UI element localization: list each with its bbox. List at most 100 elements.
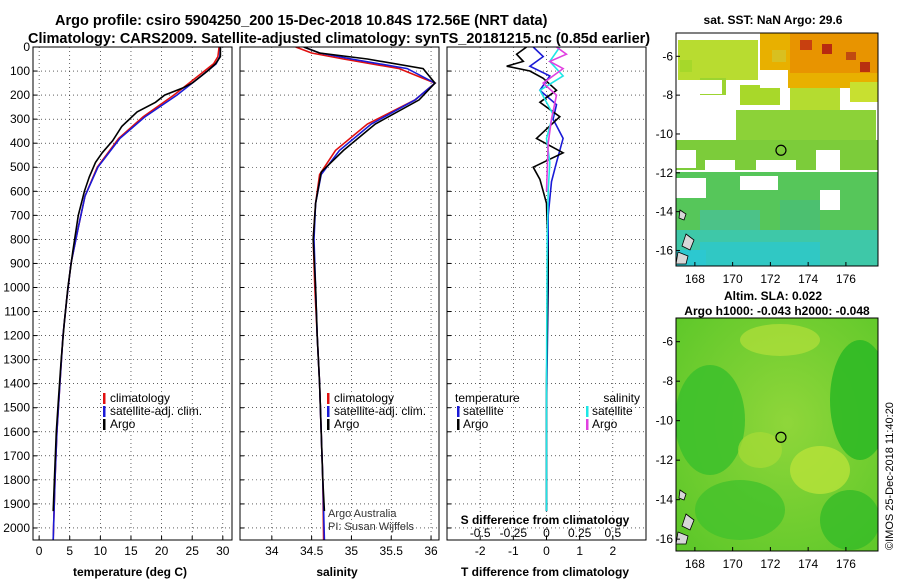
map-y-tick-label: -6 [662, 49, 673, 63]
y-tick-label: 1700 [3, 449, 30, 463]
y-tick-label: 700 [10, 208, 30, 222]
sla-map-frame [675, 317, 879, 552]
difference-xlabel-T: T difference from climatology [461, 565, 629, 579]
difference-xlabel-S: S difference from climatology [461, 513, 630, 527]
y-tick-label: 1100 [4, 305, 30, 319]
legend-label: satellite-adj. clim. [110, 404, 202, 418]
salinity-series [295, 47, 437, 540]
map-y-tick-label: -6 [662, 335, 673, 349]
x-tick-label: 30 [216, 544, 230, 558]
map-x-tick-label: 174 [798, 272, 818, 286]
temperature-axes-frame [32, 46, 233, 541]
y-tick-label: 1900 [3, 497, 30, 511]
salinity-annotation-line1: Argo Australia [328, 508, 397, 520]
legend-label: climatology [110, 391, 170, 405]
temperature-xlabel: temperature (deg C) [73, 565, 187, 579]
sst-map-panel: sat. SST: NaN Argo: 29.6 [656, 13, 879, 286]
x-tick-label: 5 [66, 544, 73, 558]
series-line-t-argo [506, 47, 565, 512]
series-line-argo [52, 47, 222, 512]
sla-map-field [676, 318, 878, 551]
figure-title-line1: Argo profile: csiro 5904250_200 15-Dec-2… [55, 13, 548, 29]
y-tick-label: 200 [10, 88, 30, 102]
x-tick2-label: 0.5 [604, 526, 621, 540]
map-x-tick-label: 172 [760, 557, 780, 571]
y-tick-label: 600 [10, 184, 30, 198]
y-tick-label: 0 [23, 40, 30, 54]
sst-map-frame [675, 32, 879, 267]
map-y-tick-label: -14 [656, 205, 674, 219]
map-y-tick-label: -8 [662, 374, 673, 388]
legend-label: Argo [110, 417, 136, 431]
sla-map-panel: Altim. SLA: 0.022 Argo h1000: -0.043 h20… [656, 289, 879, 571]
x-tick-label: -1 [508, 544, 519, 558]
sla-map-argo-marker [775, 431, 787, 443]
map-x-tick-label: 174 [798, 557, 818, 571]
legend-label: Argo [463, 417, 489, 431]
y-tick-label: 1600 [3, 425, 30, 439]
y-tick-label: 800 [10, 232, 30, 246]
x-tick-label: 1 [576, 544, 583, 558]
map-y-tick-label: -8 [662, 88, 673, 102]
map-x-tick-label: 170 [723, 272, 743, 286]
sla-map-subtitle: Argo h1000: -0.043 h2000: -0.048 [684, 304, 870, 318]
x-tick2-label: 0.25 [568, 526, 592, 540]
y-tick-label: 100 [10, 64, 30, 78]
sst-map-field [676, 33, 878, 266]
x-tick-label: 34.5 [300, 544, 324, 558]
map-x-tick-label: 168 [685, 557, 705, 571]
legend-swatch [327, 406, 330, 417]
series-line-satellite-adj-clim- [52, 47, 222, 540]
y-tick-label: 500 [10, 160, 30, 174]
x-tick2-label: 0 [543, 526, 550, 540]
map-y-tick-label: -16 [656, 243, 674, 257]
x-tick-label: 2 [609, 544, 616, 558]
x-tick-label: 35 [345, 544, 359, 558]
sst-map-title: sat. SST: NaN Argo: 29.6 [704, 13, 843, 27]
salinity-annotation-line2: PI: Susan Wijffels [328, 521, 414, 533]
x-tick-label: 25 [186, 544, 200, 558]
y-tick-label: 400 [10, 136, 30, 150]
map-y-tick-label: -12 [656, 453, 674, 467]
map-y-tick-label: -10 [656, 414, 674, 428]
x-tick-label: 20 [155, 544, 169, 558]
series-line-satellite-adj-clim- [303, 47, 437, 540]
x-tick2-label: -0.5 [470, 526, 491, 540]
y-tick-label: 300 [10, 112, 30, 126]
legend-label: satellite [592, 404, 633, 418]
map-x-tick-label: 172 [760, 272, 780, 286]
salinity-panel: 34 34.5 35 35.5 36 salinity climatologysatel… [239, 46, 440, 579]
series-line-s-argo [541, 47, 569, 192]
salinity-grid [240, 46, 439, 540]
y-tick-label: 1000 [3, 280, 30, 294]
legend-label: Argo [334, 417, 360, 431]
map-x-tick-label: 176 [836, 557, 856, 571]
legend-label: satellite-adj. clim. [334, 404, 426, 418]
map-y-tick-label: -10 [656, 127, 674, 141]
map-y-tick-label: -14 [656, 493, 674, 507]
map-x-tick-label: 168 [685, 272, 705, 286]
legend-swatch [327, 393, 330, 404]
legend-swatch [103, 393, 106, 404]
y-tick-label: 900 [10, 256, 30, 270]
legend-label: climatology [334, 391, 394, 405]
map-x-tick-label: 176 [836, 272, 856, 286]
legend-swatch [103, 419, 106, 430]
temperature-grid [33, 46, 232, 540]
legend-swatch [457, 419, 460, 430]
temperature-panel: 0 100 200 300 400 500 600 700 800 900 1000 1100 1200… [3, 40, 233, 579]
legend-swatch [103, 406, 106, 417]
sla-map-title: Altim. SLA: 0.022 [724, 289, 822, 303]
x-tick-label: 35.5 [380, 544, 404, 558]
y-tick-label: 1300 [3, 353, 30, 367]
temperature-ticks: 0 100 200 300 400 500 600 700 800 900 1000 1100 1200… [3, 40, 230, 558]
map-y-tick-label: -12 [656, 166, 674, 180]
credit-text: ©IMOS 25-Dec-2018 11:40:20 [884, 402, 896, 550]
legend-swatch [457, 406, 460, 417]
difference-series [506, 47, 569, 512]
y-tick-label: 1200 [3, 329, 30, 343]
map-x-tick-label: 170 [723, 557, 743, 571]
series-line-climatology [52, 47, 220, 540]
